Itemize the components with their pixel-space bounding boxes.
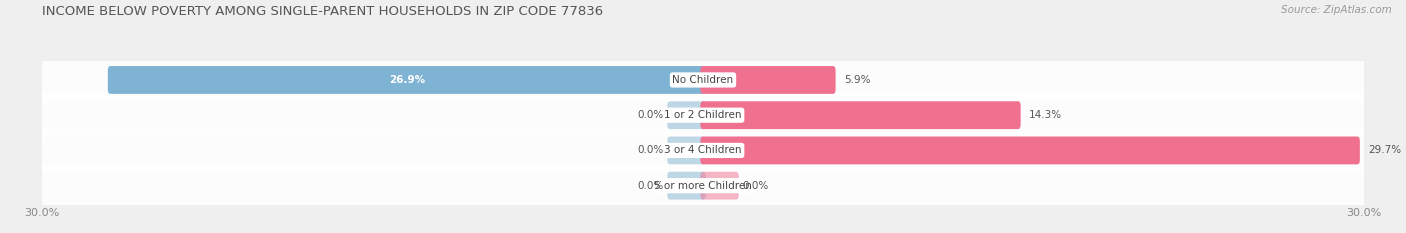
FancyBboxPatch shape (700, 137, 1360, 164)
FancyBboxPatch shape (668, 172, 706, 200)
Text: 5.9%: 5.9% (844, 75, 870, 85)
FancyBboxPatch shape (700, 172, 738, 200)
Text: 3 or 4 Children: 3 or 4 Children (664, 145, 742, 155)
FancyBboxPatch shape (668, 137, 706, 164)
Text: Source: ZipAtlas.com: Source: ZipAtlas.com (1281, 5, 1392, 15)
Text: 26.9%: 26.9% (388, 75, 425, 85)
Text: 14.3%: 14.3% (1029, 110, 1062, 120)
Text: No Children: No Children (672, 75, 734, 85)
Text: 0.0%: 0.0% (637, 110, 664, 120)
FancyBboxPatch shape (35, 58, 1371, 102)
Text: 0.0%: 0.0% (637, 181, 664, 191)
FancyBboxPatch shape (35, 129, 1371, 172)
Text: 1 or 2 Children: 1 or 2 Children (664, 110, 742, 120)
FancyBboxPatch shape (700, 66, 835, 94)
FancyBboxPatch shape (35, 164, 1371, 208)
Text: 5 or more Children: 5 or more Children (654, 181, 752, 191)
Text: 0.0%: 0.0% (742, 181, 769, 191)
Text: 0.0%: 0.0% (637, 145, 664, 155)
FancyBboxPatch shape (700, 101, 1021, 129)
Text: INCOME BELOW POVERTY AMONG SINGLE-PARENT HOUSEHOLDS IN ZIP CODE 77836: INCOME BELOW POVERTY AMONG SINGLE-PARENT… (42, 5, 603, 18)
FancyBboxPatch shape (108, 66, 706, 94)
FancyBboxPatch shape (35, 93, 1371, 137)
Text: 29.7%: 29.7% (1368, 145, 1402, 155)
FancyBboxPatch shape (668, 101, 706, 129)
